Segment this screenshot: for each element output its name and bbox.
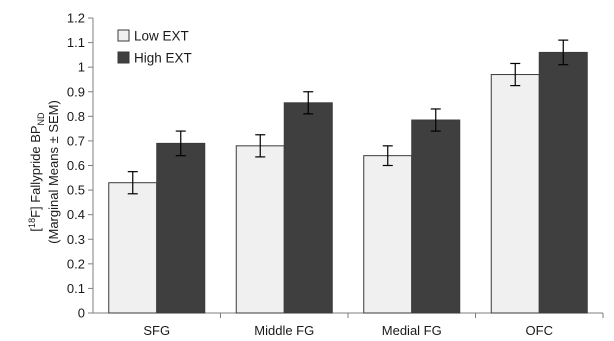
y-axis-label-superscript: 18 [27,218,37,228]
legend: Low EXT High EXT [117,29,192,66]
y-tick-label: 0.8 [67,109,85,124]
x-category-label: SFG [143,323,170,338]
bar-high-ext [411,119,461,314]
y-tick-label: 0.2 [67,256,85,271]
x-category-label: Medial FG [382,323,442,338]
y-tick-label: 0.9 [67,84,85,99]
bar-low-ext [490,74,540,314]
y-axis-label-main: F] Fallypride BP [28,125,43,217]
x-category-label: Middle FG [254,323,314,338]
legend-swatch [117,51,130,64]
bar-high-ext [156,142,206,314]
legend-swatch [117,29,130,42]
bar-high-ext [538,51,588,314]
y-axis-label-line2: (Marginal Means ± SEM) [46,100,61,244]
y-tick-label: 0.4 [67,207,85,222]
x-category-label: OFC [526,323,553,338]
y-tick-label: 0.6 [67,158,85,173]
y-tick-label: 0 [78,306,85,321]
y-axis-label-subscript: ND [36,112,46,125]
y-tick-label: 1.2 [67,11,85,26]
y-tick-label: 0.3 [67,232,85,247]
y-axis-label-bracket: [ [28,228,43,232]
y-tick-label: 1 [78,60,85,75]
bar-low-ext [235,145,285,314]
y-axis-label-line1: [18F] Fallypride BPND [27,112,46,232]
bar-low-ext [108,182,158,314]
legend-label: Low EXT [134,29,189,44]
y-tick-label: 0.7 [67,133,85,148]
legend-label: High EXT [134,51,192,66]
y-tick-label: 0.1 [67,281,85,296]
y-tick-label: 1.1 [67,35,85,50]
y-tick-label: 0.5 [67,183,85,198]
bar-high-ext [283,102,333,314]
bar-low-ext [363,155,413,314]
plot-area: 0 0.1 0.2 0.3 0.4 0.5 0.6 0.7 0.8 0.9 1 1.1 1.2 SFG Mi… [67,11,604,338]
